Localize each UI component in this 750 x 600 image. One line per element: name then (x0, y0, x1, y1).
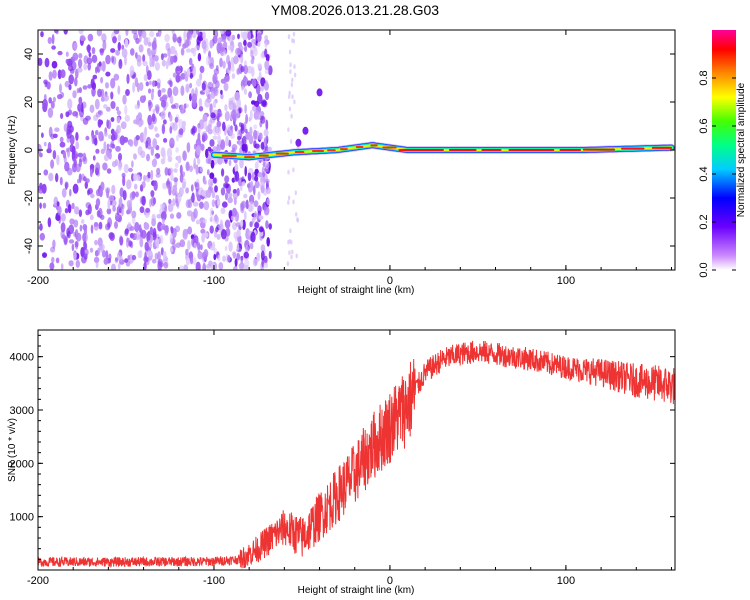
y-tick-label: 40 (23, 48, 35, 60)
colorbar-tick-label: 0.4 (698, 166, 710, 181)
y-tick-label: -40 (23, 238, 35, 254)
x-tick-label: -200 (27, 575, 49, 587)
y-tick-label: 20 (23, 96, 35, 108)
signal-track (210, 141, 675, 161)
spectrogram-x-label: Height of straight line (km) (298, 285, 415, 296)
colorbar-tick-label: 0.2 (698, 214, 710, 229)
colorbar-tick-label: 0.0 (698, 262, 710, 277)
y-tick-label: 1000 (10, 512, 34, 524)
x-tick-label: -100 (203, 575, 225, 587)
spectrogram-y-ticks: -40 -20 0 20 40 (23, 29, 675, 271)
x-tick-label: 0 (387, 575, 393, 587)
spectrogram-y-label: Frequency (Hz) (7, 116, 18, 185)
y-tick-label: 2000 (10, 458, 34, 470)
spectrogram-x-ticks: -200 -100 0 100 (27, 30, 672, 287)
colorbar-gradient (712, 30, 736, 270)
snr-y-ticks: 1000 2000 3000 4000 (10, 334, 675, 571)
chart-title: YM08.2026.013.21.28.G03 (271, 2, 439, 18)
colorbar: 0.0 0.2 0.4 0.6 0.8 Normalized spectral ampl… (698, 30, 747, 278)
snr-frame (37, 329, 676, 571)
snr-y-label: SNR (10 * v/v) (7, 418, 18, 482)
colorbar-label: Normalized spectral amplitude (736, 82, 747, 217)
x-tick-label: -100 (203, 275, 225, 287)
y-tick-label: 4000 (10, 352, 34, 364)
snr-panel: -200 -100 0 100 1000 2000 3000 4000 Height of … (7, 329, 676, 596)
colorbar-ticks: 0.0 0.2 0.4 0.6 0.8 (698, 70, 736, 278)
snr-series-line (38, 340, 675, 569)
y-tick-label: 0 (23, 147, 35, 153)
colorbar-tick-label: 0.8 (698, 70, 710, 85)
x-tick-label: -200 (27, 275, 49, 287)
y-tick-label: 3000 (10, 405, 34, 417)
x-tick-label: 100 (557, 575, 575, 587)
x-tick-label: 0 (387, 275, 393, 287)
snr-x-label: Height of straight line (km) (298, 585, 415, 596)
colorbar-tick-label: 0.6 (698, 118, 710, 133)
snr-x-ticks: -200 -100 0 100 (27, 330, 672, 587)
x-tick-label: 100 (557, 275, 575, 287)
y-tick-label: -20 (23, 190, 35, 206)
noise-region (38, 30, 323, 270)
